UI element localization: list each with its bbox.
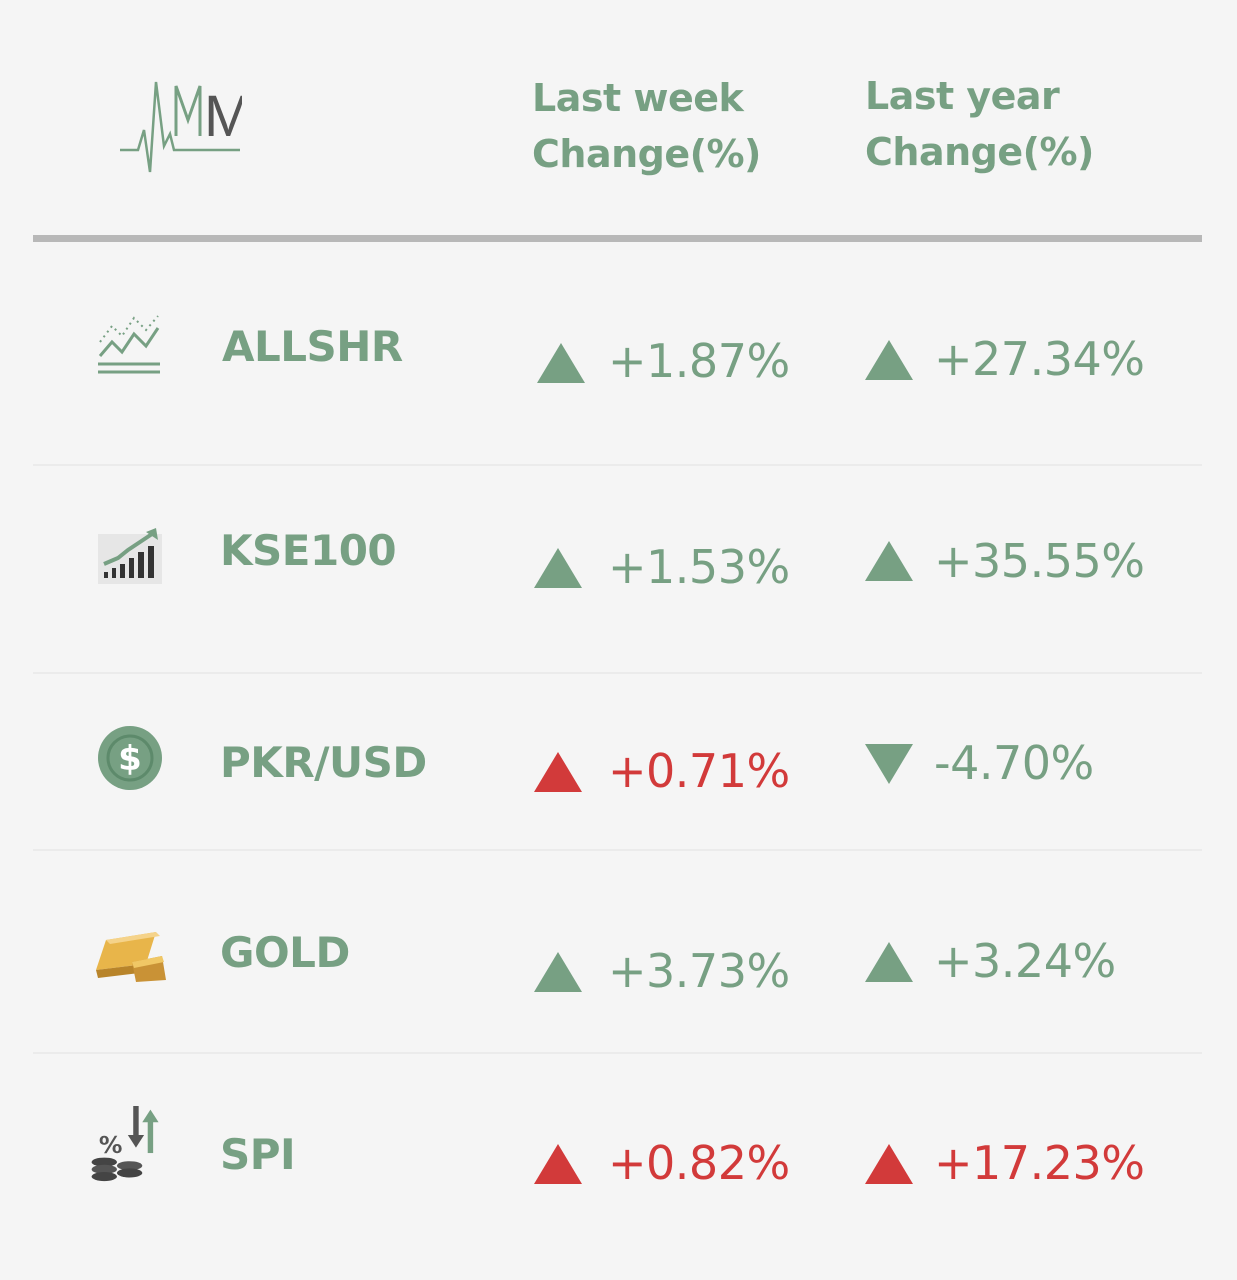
- line-chart-icon: [98, 315, 160, 374]
- year-change: +35.55%: [934, 534, 1145, 588]
- dollar-coin-icon: $: [98, 726, 162, 790]
- week-change: +1.53%: [608, 540, 790, 594]
- percent-coins-arrows-icon: %: [91, 1106, 159, 1182]
- amp-logo: MP: [120, 81, 242, 173]
- year-change: +27.34%: [934, 332, 1145, 386]
- asset-name: SPI: [220, 1130, 296, 1179]
- logo-text: MP: [204, 84, 242, 149]
- year-change: +3.24%: [934, 934, 1116, 988]
- row-divider: [33, 464, 1202, 466]
- week-change: +3.73%: [608, 944, 790, 998]
- up-arrow-icon: [534, 548, 582, 588]
- up-arrow-icon: [865, 340, 913, 380]
- up-arrow-icon: [534, 752, 582, 792]
- asset-name: KSE100: [220, 526, 397, 575]
- up-arrow-icon: [865, 541, 913, 581]
- svg-text:$: $: [118, 739, 142, 779]
- up-arrow-icon: [865, 942, 913, 982]
- header-year-line2: Change(%): [865, 130, 1094, 174]
- up-arrow-icon: [537, 343, 585, 383]
- year-change: -4.70%: [934, 736, 1094, 790]
- gold-bars-icon: [96, 932, 166, 982]
- asset-name: PKR/USD: [220, 738, 427, 787]
- header-week-line2: Change(%): [532, 132, 761, 176]
- week-change: +1.87%: [608, 334, 790, 388]
- up-arrow-icon: [534, 952, 582, 992]
- year-change: +17.23%: [934, 1136, 1145, 1190]
- asset-name: ALLSHR: [222, 322, 403, 371]
- week-change: +0.71%: [608, 744, 790, 798]
- week-change: +0.82%: [608, 1136, 790, 1190]
- row-divider: [33, 672, 1202, 674]
- up-arrow-icon: [865, 1144, 913, 1184]
- row-divider: [33, 849, 1202, 851]
- header-year-line1: Last year: [865, 74, 1060, 118]
- up-arrow-icon: [534, 1144, 582, 1184]
- down-arrow-icon: [865, 744, 913, 784]
- svg-text:%: %: [99, 1131, 123, 1159]
- row-divider: [33, 1052, 1202, 1054]
- column-header-last-week: Last week Change(%): [532, 70, 832, 182]
- bar-chart-trend-icon: [98, 528, 162, 584]
- header-divider: [33, 235, 1202, 242]
- header-week-line1: Last week: [532, 76, 744, 120]
- asset-name: GOLD: [220, 928, 350, 977]
- column-header-last-year: Last year Change(%): [865, 68, 1185, 180]
